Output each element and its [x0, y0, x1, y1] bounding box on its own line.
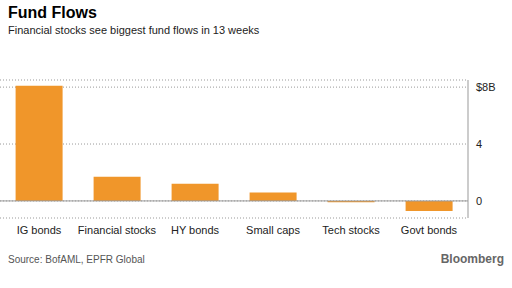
html-text:Fund Flows: Fund Flows — [8, 4, 97, 21]
svg-text:Govt bonds: Govt bonds — [401, 224, 458, 236]
svg-text:0: 0 — [476, 195, 482, 207]
html-text:Source: BofAML, EPFR Global: Source: BofAML, EPFR Global — [8, 254, 145, 265]
html-text:Financial stocks see biggest f: Financial stocks see biggest fund flows … — [8, 24, 260, 36]
svg-text:$8B: $8B — [476, 81, 496, 93]
svg-text:Small caps: Small caps — [246, 224, 300, 236]
svg-text:Financial stocks: Financial stocks — [78, 224, 157, 236]
svg-text:Tech stocks: Tech stocks — [322, 224, 380, 236]
svg-text:4: 4 — [476, 138, 482, 150]
svg-text:HY bonds: HY bonds — [171, 224, 220, 236]
svg-text:IG bonds: IG bonds — [17, 224, 62, 236]
html-text:Bloomberg: Bloomberg — [440, 252, 504, 266]
